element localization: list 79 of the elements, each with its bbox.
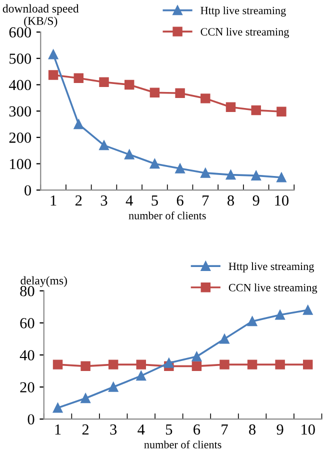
point [175, 164, 185, 174]
y-tick-label: 200 [9, 132, 32, 143]
point [136, 370, 146, 381]
point [251, 170, 261, 180]
point [99, 77, 109, 87]
legend-label: CCN live streaming [228, 284, 318, 294]
x-tick-label: 7 [202, 196, 209, 206]
y-tick-label: 60 [20, 318, 34, 328]
x-tick-label: 4 [138, 424, 145, 435]
point [80, 393, 90, 404]
point [276, 106, 286, 116]
point [108, 382, 118, 392]
point [220, 360, 230, 370]
point [124, 150, 134, 160]
x-tick-label: 5 [166, 424, 172, 435]
x-tick-label: 1 [55, 424, 61, 435]
y-tick-label: 400 [8, 80, 32, 90]
legend-label: CCN live streaming [200, 28, 289, 38]
point [108, 360, 118, 370]
y-tick-label: 20 [20, 382, 34, 392]
x-axis-title: number of clients [128, 211, 206, 220]
point [192, 361, 202, 372]
x-tick-label: 3 [110, 424, 117, 435]
point [74, 73, 84, 84]
point [136, 360, 146, 370]
point [80, 361, 90, 372]
y-tick-label: 0 [24, 185, 32, 196]
x-tick-label: 3 [100, 195, 108, 206]
x-tick-label: 6 [194, 424, 200, 435]
x-tick-label: 2 [82, 424, 89, 435]
point [150, 158, 160, 169]
point [251, 105, 261, 116]
x-tick-label: 7 [222, 424, 228, 435]
x-tick-label: 1 [50, 195, 56, 206]
x-tick-label: 10 [302, 424, 315, 435]
point [275, 360, 285, 370]
y-axis-title: delay(ms) [20, 276, 67, 287]
x-tick-label: 9 [276, 424, 284, 435]
point [226, 170, 236, 180]
point [247, 316, 258, 326]
point [74, 119, 84, 130]
point [302, 360, 313, 370]
y-tick-label: 100 [10, 158, 32, 170]
point [302, 305, 313, 315]
point [48, 50, 58, 60]
x-tick-label: 2 [76, 195, 82, 206]
point [99, 140, 109, 150]
y-tick-label: 40 [20, 350, 34, 360]
y-tick-label: 500 [10, 54, 32, 64]
y-tick-label: 0 [28, 414, 34, 425]
x-tick-label: 8 [249, 424, 256, 435]
y-tick-label: 600 [9, 27, 32, 38]
point [52, 402, 63, 413]
y-tick-label: 300 [9, 106, 32, 117]
point [164, 358, 174, 368]
x-tick-label: 10 [275, 195, 289, 206]
y-axis-title: download speed (KB/S) [2, 4, 79, 28]
point [192, 352, 202, 362]
point [226, 102, 236, 112]
y-tick-label: 80 [20, 286, 34, 296]
x-tick-label: 4 [126, 195, 133, 206]
point [276, 172, 286, 182]
point [200, 94, 210, 104]
x-axis-title: number of clients [144, 440, 222, 448]
point [52, 360, 63, 370]
point [247, 360, 258, 370]
legend-label: Http live streaming [200, 6, 286, 17]
x-tick-label: 9 [252, 195, 260, 206]
point [175, 88, 185, 98]
point [220, 334, 230, 344]
point [150, 88, 160, 98]
point [200, 168, 210, 178]
x-tick-label: 8 [228, 195, 234, 206]
point [124, 80, 134, 90]
legend-label: Http live streaming [228, 262, 314, 272]
point [48, 70, 58, 80]
point [275, 310, 285, 320]
x-tick-label: 5 [152, 196, 158, 206]
x-tick-label: 6 [176, 195, 184, 206]
